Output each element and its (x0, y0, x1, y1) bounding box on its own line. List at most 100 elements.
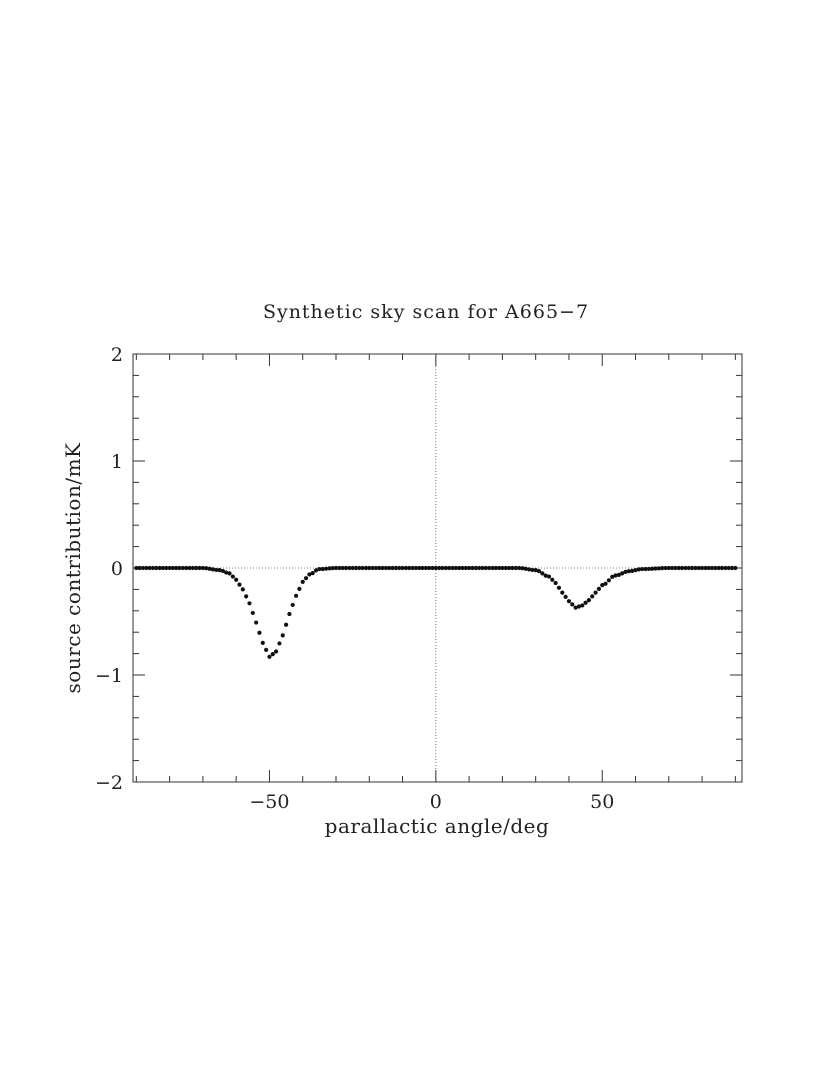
data-point (273, 649, 279, 654)
data-point (580, 603, 585, 608)
data-point (270, 652, 275, 657)
data-point (147, 565, 152, 571)
data-point (460, 565, 465, 571)
data-point (227, 571, 232, 576)
y-tick-label: −2 (95, 772, 123, 794)
data-point (463, 565, 468, 571)
data-point (663, 565, 668, 571)
data-point (377, 565, 382, 571)
data-point (290, 602, 295, 608)
data-point (570, 602, 575, 607)
data-point (596, 586, 602, 591)
data-point (393, 565, 399, 571)
data-point (197, 565, 202, 571)
data-point (550, 577, 555, 582)
data-point (250, 610, 255, 616)
data-point (576, 604, 582, 609)
data-point (546, 574, 552, 579)
data-point (603, 581, 608, 586)
data-point (626, 569, 631, 574)
data-point (586, 598, 592, 603)
data-point (676, 565, 681, 571)
data-point (683, 565, 688, 571)
data-point (706, 565, 711, 571)
data-point (620, 571, 625, 576)
data-point (457, 565, 462, 571)
data-series (134, 565, 738, 659)
data-point (373, 565, 379, 571)
data-point (137, 565, 142, 571)
data-point (670, 565, 675, 571)
data-point (486, 565, 492, 571)
data-point (220, 568, 225, 574)
data-point (713, 565, 718, 571)
data-point (277, 641, 282, 646)
data-point (650, 566, 655, 571)
data-point (154, 565, 159, 571)
data-point (310, 570, 315, 576)
data-point (476, 565, 482, 571)
data-point (500, 565, 505, 571)
data-point (134, 565, 139, 571)
data-point (333, 565, 339, 571)
data-point (367, 565, 372, 571)
y-tick-label: 1 (111, 451, 123, 473)
data-point (194, 565, 199, 571)
data-point (190, 565, 196, 571)
data-point (696, 565, 701, 571)
data-point (140, 565, 146, 571)
data-point (613, 573, 618, 578)
data-point (420, 565, 425, 571)
data-point (503, 565, 508, 571)
data-point (160, 565, 166, 571)
x-tick-label: −50 (249, 791, 289, 813)
data-point (467, 565, 472, 571)
data-point (380, 565, 385, 571)
data-point (560, 590, 565, 595)
data-point (643, 566, 648, 572)
data-point (300, 579, 305, 585)
data-point (640, 566, 645, 572)
y-axis-label: source contribution/mK (61, 442, 85, 694)
data-point (237, 582, 242, 587)
data-point (716, 565, 721, 571)
data-point (234, 577, 239, 582)
data-point (410, 565, 415, 571)
data-point (653, 566, 658, 571)
data-point (350, 565, 355, 571)
data-point (257, 630, 262, 635)
data-point (317, 566, 322, 572)
data-point (470, 565, 475, 571)
data-point (370, 565, 375, 571)
data-point (593, 590, 598, 595)
data-point (443, 565, 448, 571)
data-point (490, 565, 495, 571)
data-point (686, 565, 691, 571)
data-point (353, 565, 359, 571)
data-point (533, 568, 538, 573)
data-point (633, 568, 638, 573)
data-point (496, 565, 502, 571)
y-axis-tick-labels: −2 −1 0 1 2 (95, 344, 123, 794)
data-point (330, 566, 335, 571)
data-point (387, 565, 392, 571)
data-point (207, 566, 212, 571)
data-point (660, 566, 665, 571)
data-point (184, 565, 189, 571)
y-tick-label: 0 (111, 558, 123, 580)
data-point (280, 633, 285, 638)
data-point (556, 585, 562, 590)
data-point (699, 565, 705, 571)
data-point (493, 565, 498, 571)
data-point (656, 566, 661, 571)
data-point (709, 565, 715, 571)
data-point (323, 566, 329, 571)
data-point (723, 565, 728, 571)
data-point (347, 565, 352, 571)
data-point (543, 573, 548, 578)
data-point (180, 565, 186, 571)
data-point (390, 565, 395, 571)
data-point (303, 576, 309, 581)
data-point (673, 565, 678, 571)
data-point (417, 565, 422, 571)
